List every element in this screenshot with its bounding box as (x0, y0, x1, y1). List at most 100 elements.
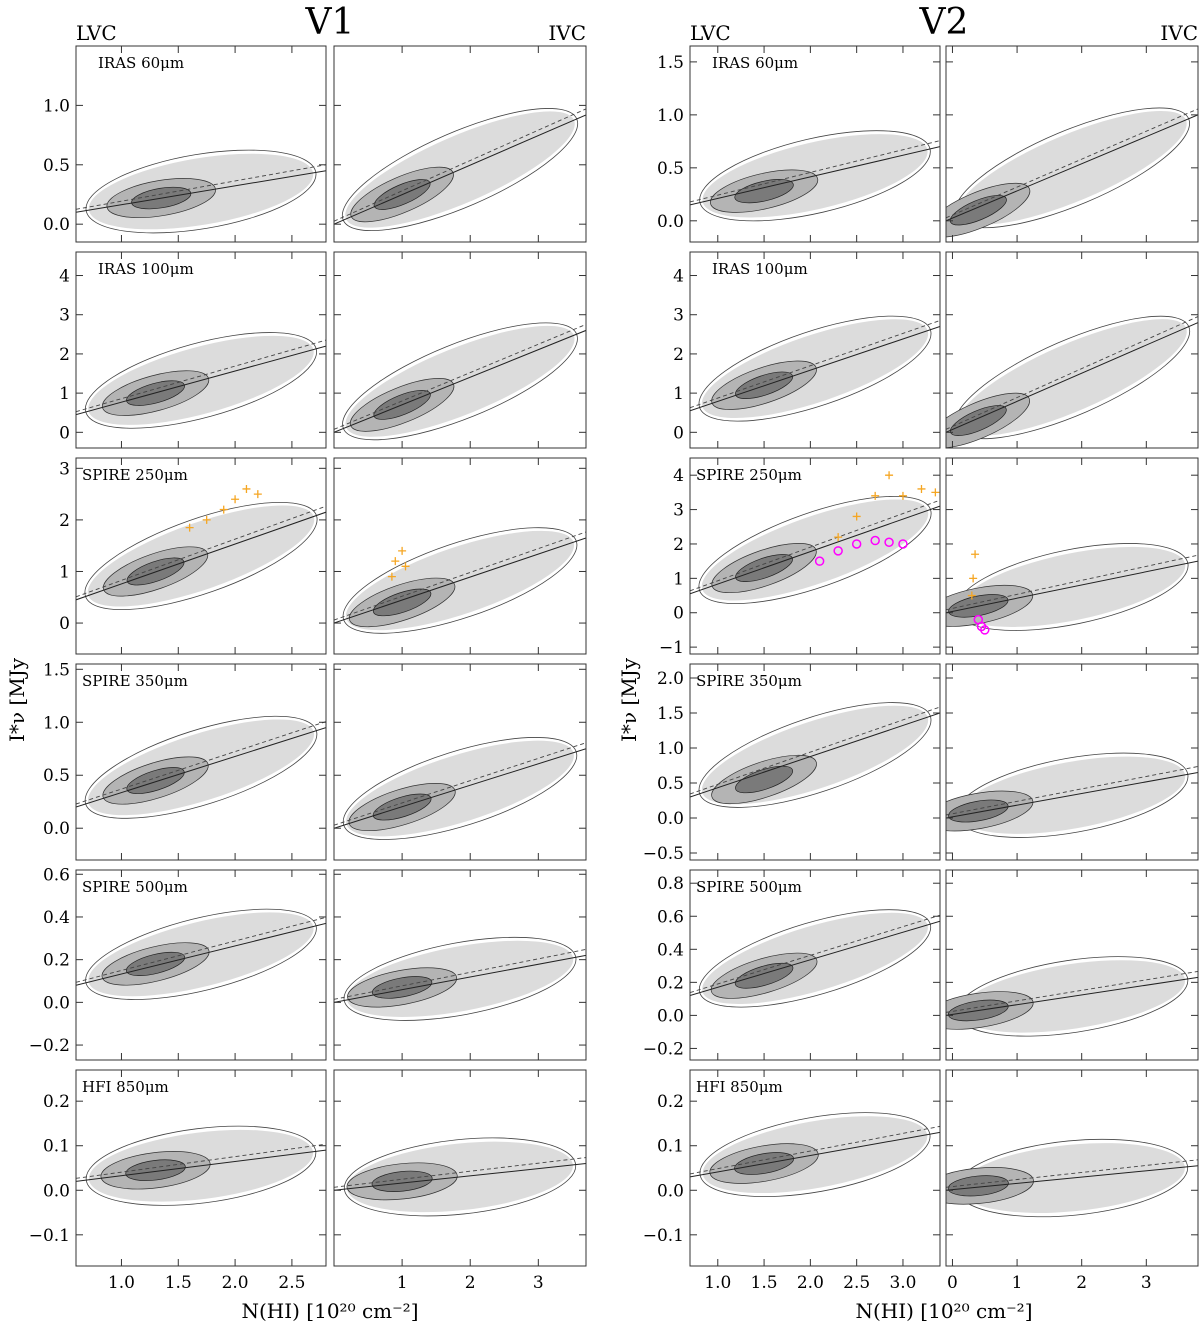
y-tick-label: 3 (673, 501, 684, 521)
fit-line (690, 505, 940, 595)
fit-line (690, 326, 940, 412)
panel-frame (945, 45, 1199, 243)
y-tick-label: 2 (59, 345, 70, 365)
panel-plot-area (690, 130, 940, 222)
orange-cross-point (967, 591, 976, 600)
density-contour-core (948, 799, 1009, 823)
density-contour-core (126, 767, 185, 794)
panel-v2-lvc-0: 0.0 0.5 1.0 1.5 IRAS 60μm (657, 45, 941, 243)
y-tick-label: 0.6 (657, 907, 684, 927)
fit-line-dashed (334, 1157, 586, 1188)
title-v1: V1 (305, 2, 355, 43)
y-tick-label: 0.0 (657, 1006, 684, 1026)
orange-cross-point (202, 515, 211, 524)
panel-plot-area (334, 936, 586, 1021)
y-tick-label: −0.2 (643, 1039, 684, 1059)
density-contour-core (947, 1175, 1009, 1197)
panel-v1-ivc-3 (333, 663, 587, 861)
y-tick-label: 1.0 (657, 739, 684, 759)
panel-frame (75, 663, 327, 861)
panel-frame (75, 457, 327, 655)
x-tick-label: 3 (1141, 1273, 1152, 1293)
fit-line-dashed (690, 706, 940, 795)
y-tick-label: 0.0 (43, 215, 70, 235)
density-contour-core (735, 765, 794, 794)
y-tick-label: 0.0 (657, 212, 684, 232)
y-tick-label: 0.8 (657, 874, 684, 894)
band-label: SPIRE 500μm (696, 878, 802, 896)
y-tick-label: 1 (59, 384, 70, 404)
orange-cross-point (253, 490, 262, 499)
fit-line (690, 1131, 940, 1178)
y-tick-label: 0 (59, 614, 70, 634)
panel-v2-ivc-2 (945, 457, 1199, 655)
band-label: SPIRE 500μm (82, 878, 188, 896)
fit-line-dashed (690, 140, 940, 203)
orange-cross-point (852, 512, 861, 521)
panel-plot-area (76, 332, 326, 429)
panel-v1-ivc-4 (333, 869, 587, 1061)
y-tick-label: 2 (673, 535, 684, 555)
y-tick-label: 2.0 (657, 669, 684, 689)
fit-line (946, 322, 1198, 433)
fit-line (946, 560, 1198, 614)
panel-plot-area (946, 543, 1198, 635)
y-tick-label: 1.5 (657, 704, 684, 724)
y-tick-label: 0.4 (43, 908, 70, 928)
band-label: HFI 850μm (696, 1078, 783, 1096)
y-tick-label: 3 (59, 306, 70, 326)
panel-frame (689, 45, 941, 243)
y-tick-label: 1.0 (657, 106, 684, 126)
band-label: IRAS 60μm (712, 54, 798, 72)
panel-plot-area (690, 702, 940, 808)
fit-line (334, 1163, 586, 1191)
fit-line-dashed (690, 914, 940, 993)
fit-line (334, 537, 586, 624)
band-label: HFI 850μm (82, 1078, 169, 1096)
panel-plot-area (76, 149, 326, 234)
panel-v1-ivc-0 (333, 45, 587, 243)
lvc-label-v1: LVC (76, 21, 117, 45)
y-tick-label: 2 (673, 345, 684, 365)
panel-v2-ivc-4 (945, 869, 1199, 1061)
x-tick-label: 1 (1012, 1273, 1023, 1293)
x-tick-label: 2 (1076, 1273, 1087, 1293)
orange-cross-point (931, 488, 940, 497)
panel-frame (945, 869, 1199, 1061)
magenta-circle-point (980, 625, 990, 635)
y-tick-label: 0.2 (43, 951, 70, 971)
x-tick-label: 1.5 (165, 1273, 192, 1293)
fit-line-dashed (334, 948, 586, 1000)
x-tick-label: 2.5 (843, 1273, 870, 1293)
fit-line (946, 976, 1198, 1016)
fit-line (946, 772, 1198, 819)
panel-plot-area (690, 315, 940, 422)
x-tick-label: 3.0 (889, 1273, 916, 1293)
panel-plot-area (946, 315, 1198, 448)
panel-v1-ivc-2 (333, 457, 587, 655)
y-tick-label: 0 (673, 604, 684, 624)
fit-line-dashed (946, 766, 1198, 816)
density-contour-core (734, 179, 794, 204)
panel-frame (689, 663, 941, 861)
panel-frame (945, 663, 1199, 861)
y-tick-label: 4 (59, 267, 70, 287)
x-tick-label: 1 (397, 1273, 408, 1293)
y-tick-label: −0.1 (643, 1226, 684, 1246)
fit-line-dashed (690, 1125, 940, 1175)
magenta-circle-point (833, 546, 843, 556)
magenta-circle-point (898, 539, 908, 549)
x-axis-label-v1: N(HI) [10²⁰ cm⁻²] (242, 1299, 419, 1322)
fit-line-dashed (946, 108, 1198, 219)
x-tick-label: 1.0 (704, 1273, 731, 1293)
fit-line-dashed (334, 323, 586, 430)
orange-cross-point (969, 574, 978, 583)
y-tick-label: 1 (673, 569, 684, 589)
panel-plot-area (690, 1112, 940, 1198)
y-tick-label: 3 (673, 306, 684, 326)
y-tick-label: 0.2 (43, 1092, 70, 1112)
y-tick-label: 0.0 (657, 1181, 684, 1201)
y-tick-label: −0.2 (29, 1036, 70, 1056)
panel-frame (75, 251, 327, 449)
panel-frame (75, 1069, 327, 1267)
